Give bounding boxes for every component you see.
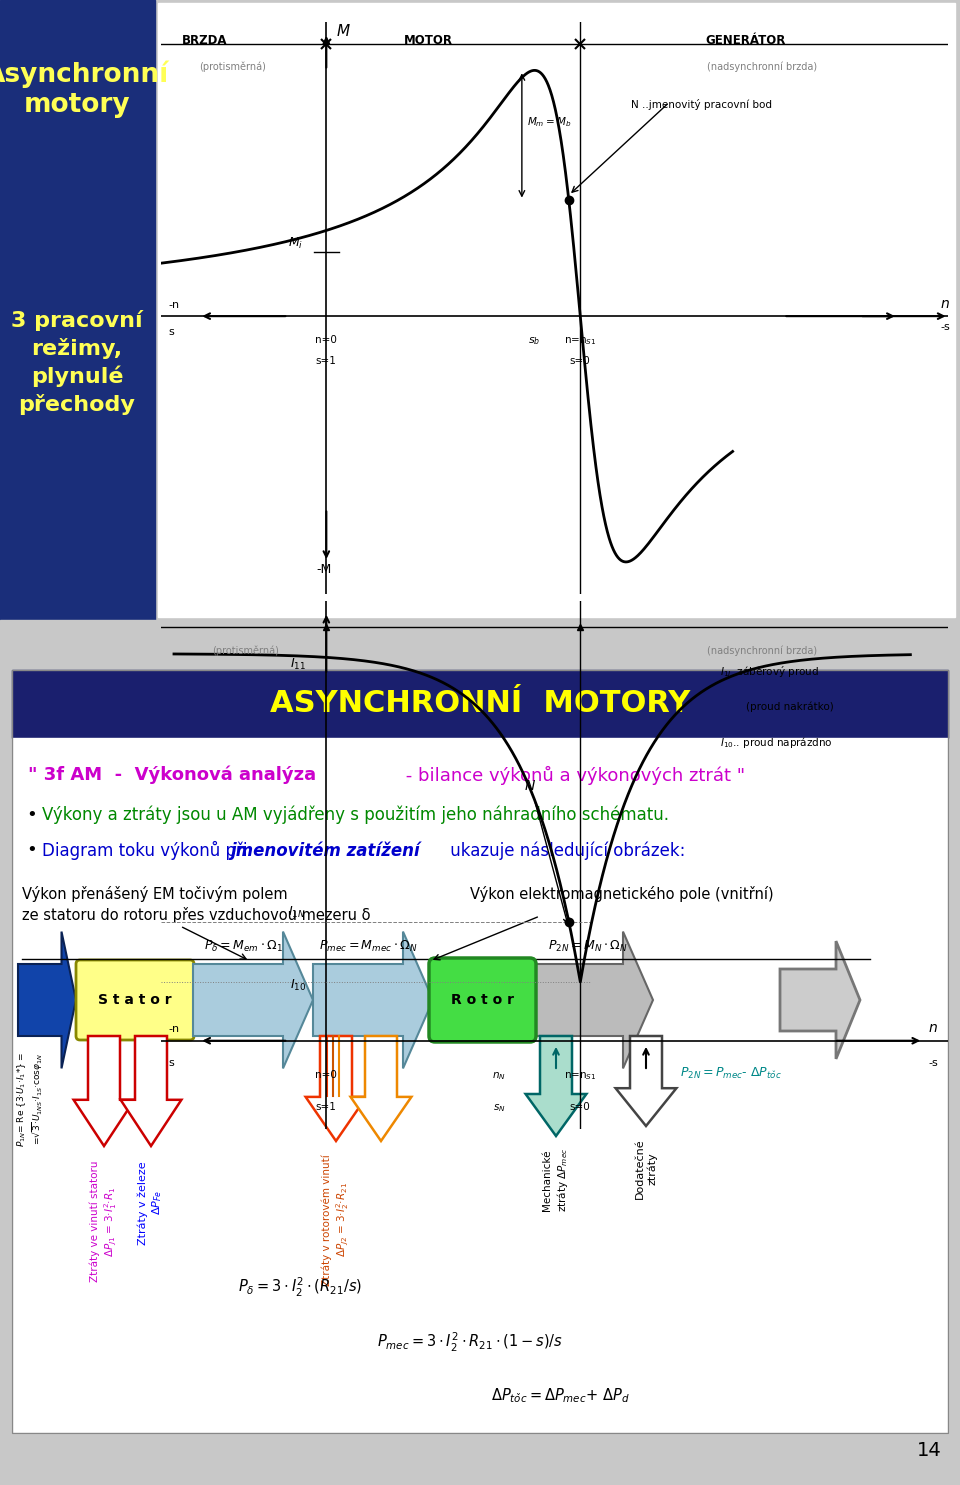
Text: $\Delta P_{to\check{c}} = \Delta P_{mec}$+ $\Delta P_d$: $\Delta P_{to\check{c}} = \Delta P_{mec}… bbox=[491, 1386, 630, 1405]
Bar bbox=[12, 738, 948, 1433]
Text: $P_{2N} = M_N \cdot \Omega_N$: $P_{2N} = M_N \cdot \Omega_N$ bbox=[548, 939, 628, 953]
Text: M: M bbox=[337, 24, 349, 39]
Text: $P_\delta = 3 \cdot I_2^2 \cdot (R_{21}/s)$: $P_\delta = 3 \cdot I_2^2 \cdot (R_{21}/… bbox=[238, 1276, 362, 1299]
Polygon shape bbox=[780, 941, 860, 1059]
Text: n=0: n=0 bbox=[316, 1071, 337, 1081]
Text: n=n$_{S1}$: n=n$_{S1}$ bbox=[564, 336, 596, 346]
Text: R o t o r: R o t o r bbox=[451, 993, 514, 1007]
Text: •: • bbox=[26, 806, 36, 824]
Text: $P_{mec} = M_{mec} \cdot \Omega_N$: $P_{mec} = M_{mec} \cdot \Omega_N$ bbox=[319, 939, 418, 953]
Text: $M_m=M_b$: $M_m=M_b$ bbox=[527, 114, 571, 129]
Polygon shape bbox=[305, 1037, 367, 1140]
Text: $I_{1N}$: $I_{1N}$ bbox=[288, 904, 306, 919]
Polygon shape bbox=[526, 1037, 587, 1136]
Text: ASYNCHRONNÍ  MOTORY: ASYNCHRONNÍ MOTORY bbox=[270, 689, 690, 719]
Text: Diagram toku výkonů při: Diagram toku výkonů při bbox=[42, 841, 252, 860]
Text: Ztráty ve vinutí statoru
$\Delta P_{J1}$ = 3·$I_1^2$·$R_1$: Ztráty ve vinutí statoru $\Delta P_{J1}$… bbox=[89, 1161, 119, 1283]
Bar bbox=[12, 670, 948, 738]
Text: Výkon přenášený EM točivým polem
ze statoru do rotoru přes vzduchovou mezeru δ: Výkon přenášený EM točivým polem ze stat… bbox=[22, 887, 371, 924]
Text: S t a t o r: S t a t o r bbox=[98, 993, 172, 1007]
Text: s: s bbox=[169, 1057, 175, 1068]
Polygon shape bbox=[533, 931, 653, 1068]
Text: n=n$_{S1}$: n=n$_{S1}$ bbox=[564, 1071, 596, 1083]
Text: $I_{1I}$  záběrový proud: $I_{1I}$ záběrový proud bbox=[720, 664, 819, 679]
Text: MOTOR: MOTOR bbox=[403, 34, 452, 46]
Text: Dodatečné
ztráty: Dodatečné ztráty bbox=[635, 1138, 657, 1198]
Polygon shape bbox=[313, 931, 433, 1068]
Text: n: n bbox=[941, 297, 949, 310]
Text: ukazuje následující obrázek:: ukazuje následující obrázek: bbox=[445, 841, 685, 860]
Text: GENERÁTOR: GENERÁTOR bbox=[706, 34, 785, 46]
Text: 3 pracovní
režimy,
plynulé
přechody: 3 pracovní režimy, plynulé přechody bbox=[12, 310, 143, 416]
Bar bbox=[158, 3, 955, 616]
Text: $I_{11}$: $I_{11}$ bbox=[290, 656, 306, 671]
Text: jmenovitém zatížení: jmenovitém zatížení bbox=[230, 841, 420, 860]
Bar bbox=[0, 0, 155, 621]
Polygon shape bbox=[193, 931, 313, 1068]
Polygon shape bbox=[350, 1037, 412, 1140]
Text: (nadsynchronní brzda): (nadsynchronní brzda) bbox=[708, 644, 817, 656]
Text: s: s bbox=[169, 327, 175, 337]
Text: Výkon elektromagnetického pole (vnitřní): Výkon elektromagnetického pole (vnitřní) bbox=[470, 887, 774, 901]
Text: $s_b$: $s_b$ bbox=[528, 336, 540, 346]
Text: Asynchronní
motory: Asynchronní motory bbox=[0, 59, 169, 117]
Text: s=1: s=1 bbox=[316, 1102, 337, 1112]
Bar bbox=[0, 621, 960, 670]
Text: n: n bbox=[928, 1022, 937, 1035]
Text: -n: -n bbox=[169, 300, 180, 309]
FancyBboxPatch shape bbox=[429, 958, 536, 1042]
Polygon shape bbox=[121, 1037, 181, 1146]
Text: s=0: s=0 bbox=[570, 1102, 590, 1112]
Text: $I_{10}$: $I_{10}$ bbox=[290, 977, 306, 992]
Polygon shape bbox=[74, 1037, 134, 1146]
Text: s=0: s=0 bbox=[570, 356, 590, 367]
Text: BRZDA: BRZDA bbox=[181, 34, 228, 46]
Text: $n_N$: $n_N$ bbox=[492, 1071, 506, 1083]
Text: n=0: n=0 bbox=[316, 336, 337, 345]
Text: " 3f AM  -  Výkonová analýza: " 3f AM - Výkonová analýza bbox=[28, 766, 316, 784]
Text: - bilance výkonů a výkonových ztrát ": - bilance výkonů a výkonových ztrát " bbox=[400, 766, 745, 786]
Text: $M_i$: $M_i$ bbox=[288, 236, 303, 251]
Text: N ..jmenovitý pracovní bod: N ..jmenovitý pracovní bod bbox=[631, 99, 772, 110]
Text: $P_{mec}= 3 \cdot I_2^2 \cdot R_{21} \cdot (1-s)/s$: $P_{mec}= 3 \cdot I_2^2 \cdot R_{21} \cd… bbox=[377, 1331, 563, 1354]
Text: $P_\delta = M_{em} \cdot \Omega_1$: $P_\delta = M_{em} \cdot \Omega_1$ bbox=[204, 939, 282, 953]
Bar bbox=[12, 670, 948, 1433]
Text: 14: 14 bbox=[917, 1440, 942, 1460]
Text: N: N bbox=[524, 778, 535, 793]
Text: (protisměrná): (protisměrná) bbox=[200, 62, 266, 73]
Text: (proud nakrátko): (proud nakrátko) bbox=[720, 702, 833, 713]
Text: $P_{2N} = P_{mec}$- $\Delta P_{to\check{c}}$: $P_{2N} = P_{mec}$- $\Delta P_{to\check{… bbox=[680, 1066, 782, 1081]
Text: Ztráty v železe
$\Delta P_{Fe}$: Ztráty v železe $\Delta P_{Fe}$ bbox=[138, 1161, 164, 1244]
Text: •: • bbox=[26, 841, 36, 858]
Text: -n: -n bbox=[169, 1025, 180, 1035]
Polygon shape bbox=[18, 931, 76, 1068]
Text: (protisměrná): (protisměrná) bbox=[212, 644, 279, 656]
FancyBboxPatch shape bbox=[76, 959, 194, 1040]
Text: (nadsynchronní brzda): (nadsynchronní brzda) bbox=[708, 62, 817, 73]
Text: -s: -s bbox=[928, 1057, 938, 1068]
Text: -s: -s bbox=[941, 322, 950, 333]
Text: Ztráty v rotorovém vinutí
$\Delta P_{J2}$ = 3·$I_2^2$·$R_{21}$: Ztráty v rotorovém vinutí $\Delta P_{J2}… bbox=[322, 1154, 350, 1286]
Text: -M: -M bbox=[316, 563, 331, 576]
Text: $s_N$: $s_N$ bbox=[492, 1102, 505, 1114]
Text: Mechanické
ztráty $\Delta P_{mec}$: Mechanické ztráty $\Delta P_{mec}$ bbox=[542, 1148, 569, 1212]
Polygon shape bbox=[615, 1037, 677, 1126]
Text: Výkony a ztráty jsou u AM vyjádřeny s použitím jeho náhradního schématu.: Výkony a ztráty jsou u AM vyjádřeny s po… bbox=[42, 806, 669, 824]
Text: $P_{1N}$= Re {3·$U_1$·$I_1$*} =
=$\sqrt{3}$·$U_{1NS}$·$I_{1S}$·cos$\varphi_{1N}$: $P_{1N}$= Re {3·$U_1$·$I_1$*} = =$\sqrt{… bbox=[15, 1051, 45, 1146]
Text: s=1: s=1 bbox=[316, 356, 337, 367]
Text: $I_{10}$.. proud naprázdno: $I_{10}$.. proud naprázdno bbox=[720, 735, 832, 750]
